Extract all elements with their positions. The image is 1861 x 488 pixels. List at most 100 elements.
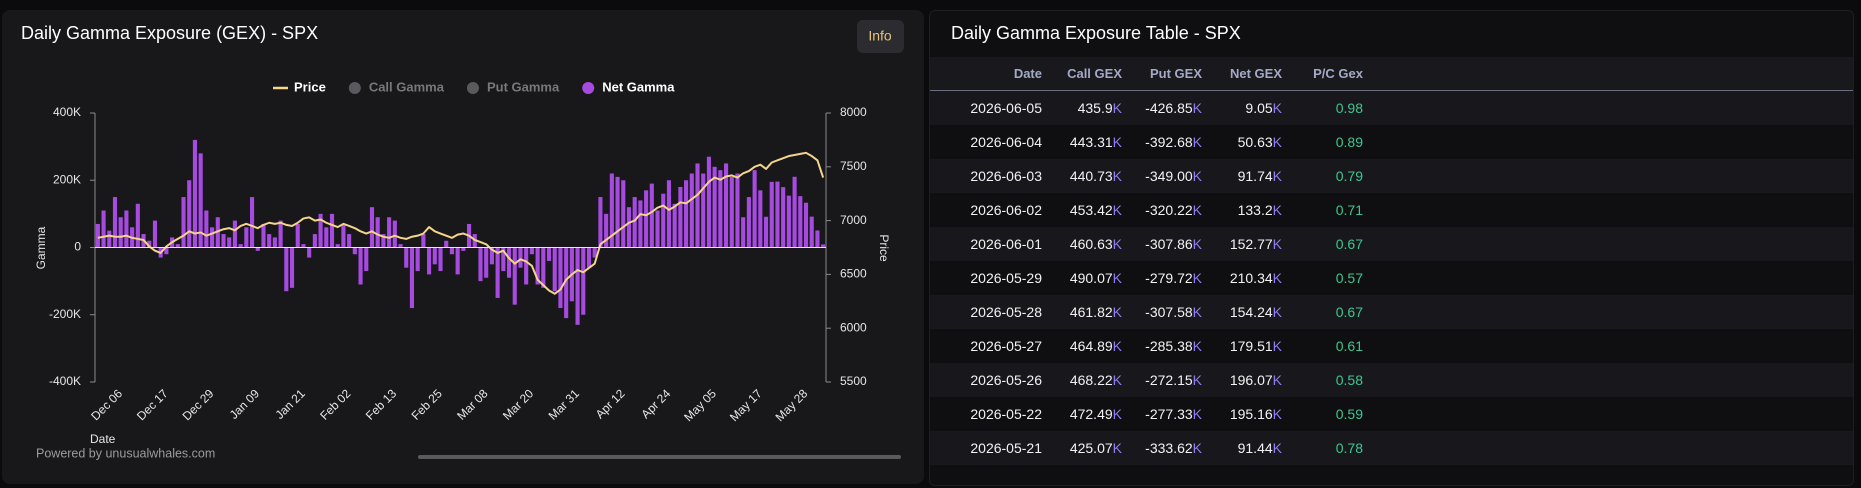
table-cell: 2026-05-27 — [970, 338, 1042, 354]
bar — [626, 207, 632, 248]
bar — [598, 197, 603, 248]
legend-marker — [466, 82, 479, 94]
bar — [381, 234, 386, 248]
table-cell: 0.78 — [1335, 440, 1363, 456]
table-cell: 0.71 — [1335, 202, 1363, 218]
column-header: P/C Gex — [1313, 66, 1363, 81]
bar — [632, 197, 637, 248]
table-title: Daily Gamma Exposure Table - SPX — [951, 23, 1241, 43]
bar — [712, 166, 717, 248]
bar — [529, 247, 534, 255]
bar — [301, 244, 306, 248]
bar — [621, 180, 626, 248]
table-row: 2026-05-21 425.07K -333.62K 91.44K 0.78 — [930, 431, 1853, 465]
bar — [655, 210, 660, 248]
bar — [803, 202, 809, 248]
bar — [666, 180, 672, 248]
info-button[interactable]: Info — [857, 20, 904, 53]
bar — [392, 220, 397, 248]
bar — [581, 247, 586, 315]
table-cell: 133.2K — [1237, 202, 1282, 218]
table-cell: 464.89K — [1069, 338, 1122, 354]
bar — [369, 207, 375, 248]
table-cell: 196.07K — [1229, 372, 1282, 388]
table-row: 2026-05-22 472.49K -277.33K 195.16K 0.59 — [930, 397, 1853, 431]
bar — [792, 176, 797, 248]
table-cell: -307.86K — [1145, 236, 1202, 252]
bar — [586, 247, 592, 268]
bar — [255, 247, 260, 251]
table-cell: -392.68K — [1145, 134, 1202, 150]
bar — [438, 247, 443, 272]
bar — [461, 247, 466, 251]
bar — [689, 173, 694, 248]
bar — [124, 210, 129, 248]
table-cell: 2026-05-29 — [970, 270, 1042, 286]
table-cell: 2026-06-03 — [970, 168, 1042, 184]
bar — [284, 247, 289, 292]
table-cell: 154.24K — [1229, 304, 1282, 320]
table-cell: 0.58 — [1335, 372, 1363, 388]
table-cell: -349.00K — [1145, 168, 1202, 184]
bar — [387, 217, 392, 248]
bar — [786, 195, 791, 248]
table-cell: 0.67 — [1335, 304, 1363, 320]
bar — [272, 237, 277, 248]
legend-label: Call Gamma — [369, 79, 445, 94]
table-row: 2026-06-02 453.42K -320.22K 133.2K 0.71 — [930, 193, 1853, 227]
bar — [701, 173, 706, 248]
bar — [192, 139, 197, 248]
table-cell: 50.63K — [1237, 134, 1282, 150]
table-cell: 425.07K — [1069, 440, 1122, 456]
y-tick-label: -400K — [49, 374, 81, 388]
y2-tick-label: 5500 — [840, 374, 867, 388]
bar — [307, 247, 312, 258]
bar — [775, 181, 780, 248]
table-row: 2026-05-28 461.82K -307.58K 154.24K 0.67 — [930, 295, 1853, 329]
bar — [552, 247, 557, 292]
table-cell: 0.98 — [1335, 100, 1363, 116]
bar — [152, 220, 158, 248]
bar — [484, 247, 489, 278]
legend-item[interactable]: Call Gamma — [348, 79, 445, 94]
table-cell: 2026-06-05 — [970, 100, 1042, 116]
legend-item[interactable]: Put Gamma — [466, 79, 560, 94]
bar — [278, 220, 283, 248]
bar — [512, 247, 517, 305]
y2-tick-label: 7000 — [840, 213, 867, 227]
bar — [175, 244, 180, 248]
bar — [227, 237, 232, 248]
bar — [295, 223, 300, 248]
legend-item[interactable]: Net Gamma — [582, 79, 675, 94]
bar — [678, 186, 683, 248]
bar — [575, 247, 580, 325]
bar — [564, 247, 569, 319]
table-header: Date Call GEX Put GEX Net GEX P/C Gex — [930, 57, 1853, 91]
bar — [432, 247, 437, 265]
gex-table-panel: Daily Gamma Exposure Table - SPX Date Cal… — [929, 10, 1854, 486]
column-header: Date — [1013, 66, 1042, 81]
bar — [661, 193, 666, 248]
bar — [592, 247, 597, 258]
table-cell: -277.33K — [1145, 406, 1202, 422]
column-header: Put GEX — [1149, 66, 1202, 81]
bar — [415, 247, 420, 272]
table-cell: -285.38K — [1145, 338, 1202, 354]
table-cell: 91.44K — [1237, 440, 1282, 456]
info-button-label[interactable]: Info — [868, 28, 892, 44]
y2-tick-label: 6000 — [840, 320, 867, 334]
bar — [506, 247, 512, 278]
bar — [329, 213, 335, 248]
legend-item[interactable]: Price — [273, 79, 326, 94]
bar — [746, 197, 751, 248]
bar — [815, 230, 820, 248]
bar — [238, 244, 243, 248]
bar — [95, 223, 100, 248]
bar — [724, 163, 729, 248]
bar — [147, 240, 152, 248]
y2-axis-title: Price — [877, 234, 891, 262]
legend-label: Net Gamma — [602, 79, 675, 94]
x-axis-title: Date — [90, 432, 116, 446]
table-cell: 435.9K — [1077, 100, 1122, 116]
scrollbar[interactable] — [418, 455, 901, 459]
